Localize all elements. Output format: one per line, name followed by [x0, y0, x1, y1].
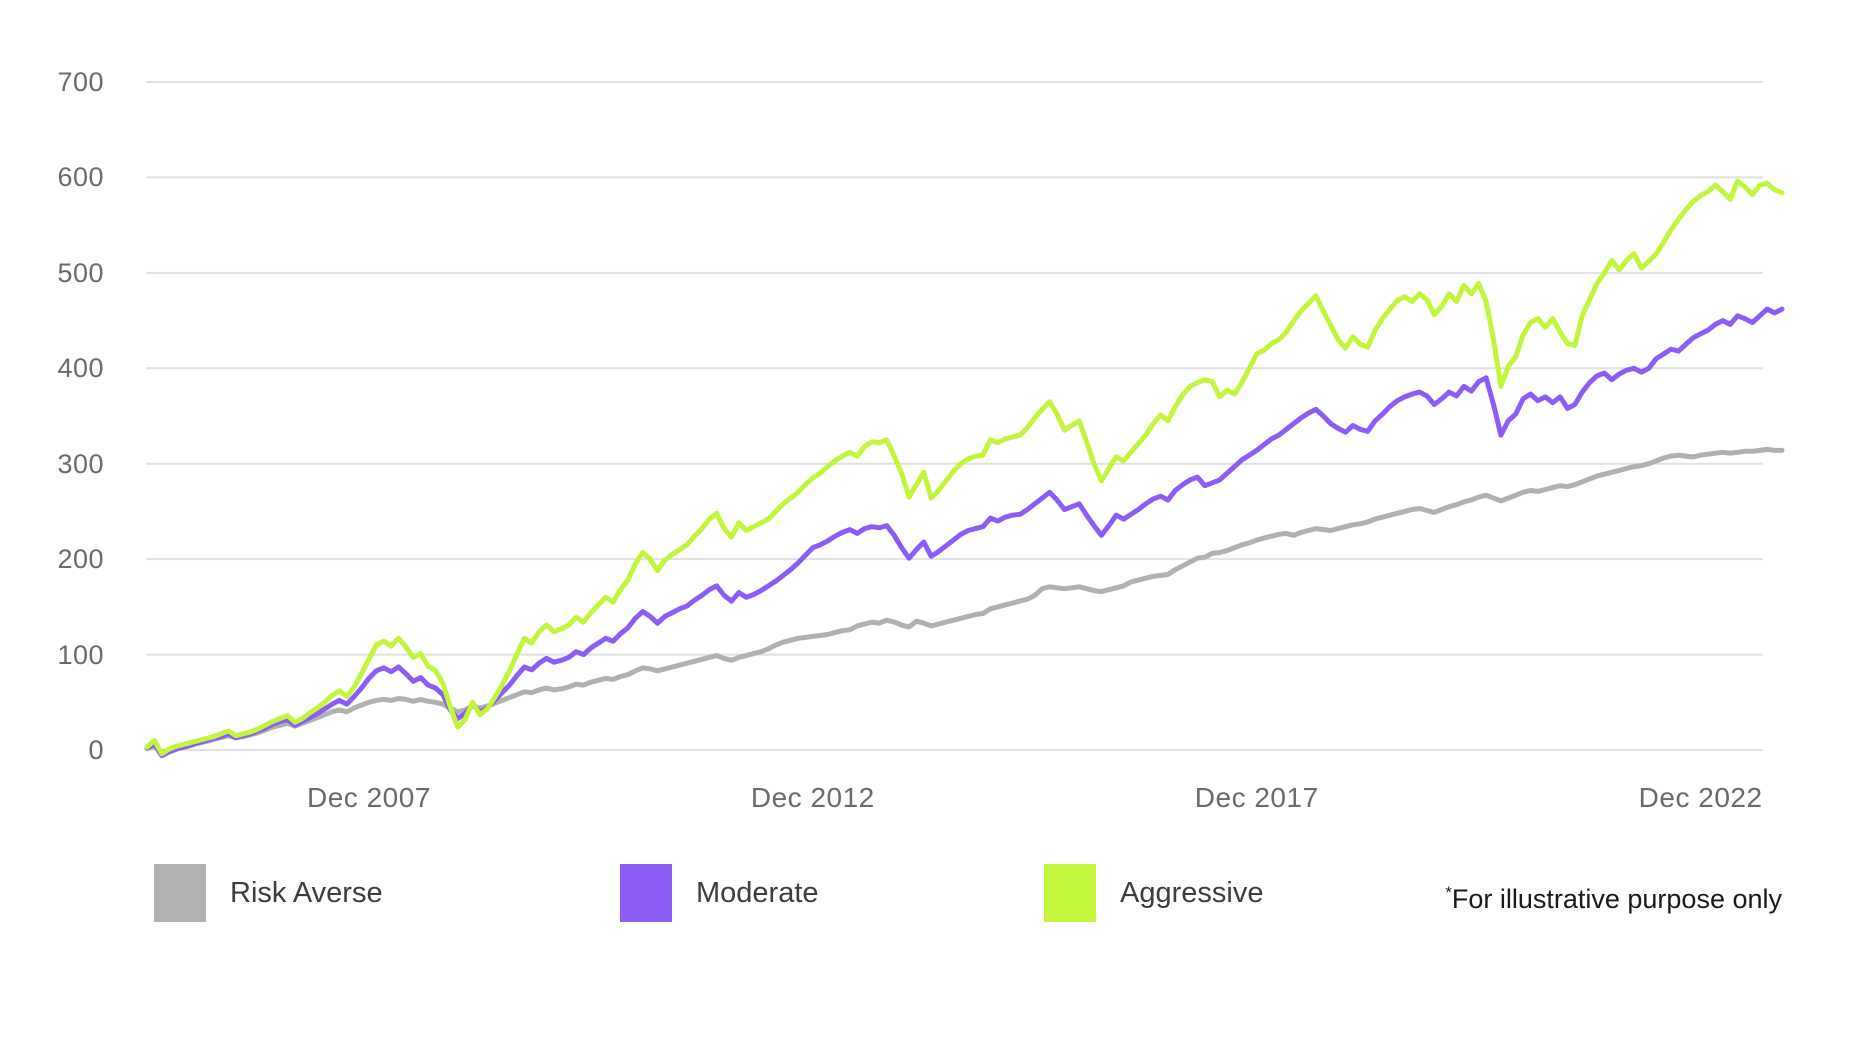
y-tick-label: 0: [88, 735, 104, 765]
y-tick-label: 700: [57, 67, 104, 97]
x-tick-label: Dec 2012: [750, 782, 875, 813]
legend-item-risk-averse: Risk Averse: [154, 864, 383, 922]
legend-label: Risk Averse: [230, 876, 383, 909]
legend-label: Moderate: [696, 876, 819, 909]
legend-label: Aggressive: [1120, 876, 1264, 909]
y-tick-label: 400: [57, 353, 104, 384]
x-tick-label: Dec 2007: [307, 782, 431, 813]
moderate-swatch-icon: [620, 864, 672, 922]
series-line-aggressive: [144, 178, 1785, 757]
legend-item-moderate: Moderate: [620, 864, 819, 922]
series-line-moderate: [144, 306, 1785, 759]
legend-item-aggressive: Aggressive: [1044, 864, 1263, 922]
y-tick-label: 100: [57, 639, 104, 670]
risk-averse-swatch-icon: [154, 864, 206, 922]
series-line-risk-averse: [144, 446, 1785, 755]
y-tick-label: 600: [57, 162, 104, 193]
footnote-asterisk: *: [1445, 883, 1452, 902]
y-tick-label: 200: [57, 544, 104, 575]
x-tick-label: Dec 2017: [1194, 782, 1319, 813]
y-tick-label: 500: [57, 257, 104, 288]
footnote: *For illustrative purpose only: [1445, 884, 1782, 915]
footnote-text: For illustrative purpose only: [1451, 884, 1782, 914]
aggressive-swatch-icon: [1044, 864, 1096, 922]
y-tick-label: 300: [57, 448, 104, 479]
x-tick-label: Dec 2022: [1638, 782, 1763, 813]
